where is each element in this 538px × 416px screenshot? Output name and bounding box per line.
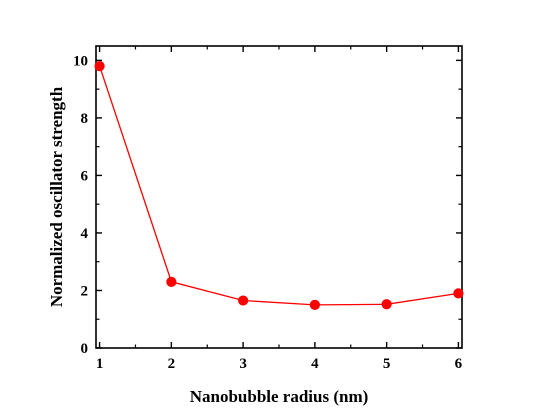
x-tick-label: 6 bbox=[455, 356, 463, 372]
series-line bbox=[98, 65, 459, 306]
series-layer bbox=[94, 61, 464, 310]
data-point bbox=[94, 61, 105, 72]
plot-frame bbox=[95, 45, 463, 349]
data-point bbox=[453, 288, 464, 299]
y-tick-label: 6 bbox=[81, 168, 89, 184]
x-tick-label: 3 bbox=[239, 356, 247, 372]
y-tick-label: 4 bbox=[81, 226, 89, 242]
data-point bbox=[238, 295, 249, 306]
y-tick-label: 0 bbox=[81, 341, 89, 357]
x-tick-label: 1 bbox=[96, 356, 104, 372]
data-point bbox=[166, 276, 177, 287]
y-axis-title: Normalized oscillator strength bbox=[47, 86, 66, 307]
data-point bbox=[381, 299, 392, 310]
major-ticks bbox=[96, 46, 462, 349]
tick-labels: 1 2 3 4 5 6 0 2 4 6 8 10 bbox=[73, 53, 463, 372]
data-point bbox=[309, 299, 320, 310]
x-tick-label: 4 bbox=[311, 356, 319, 372]
x-axis-title: Nanobubble radius (nm) bbox=[190, 387, 369, 406]
x-tick-label: 5 bbox=[383, 356, 391, 372]
x-tick-label: 2 bbox=[168, 356, 176, 372]
y-tick-label: 10 bbox=[73, 53, 88, 69]
y-tick-label: 8 bbox=[81, 111, 89, 127]
y-tick-label: 2 bbox=[81, 283, 89, 299]
